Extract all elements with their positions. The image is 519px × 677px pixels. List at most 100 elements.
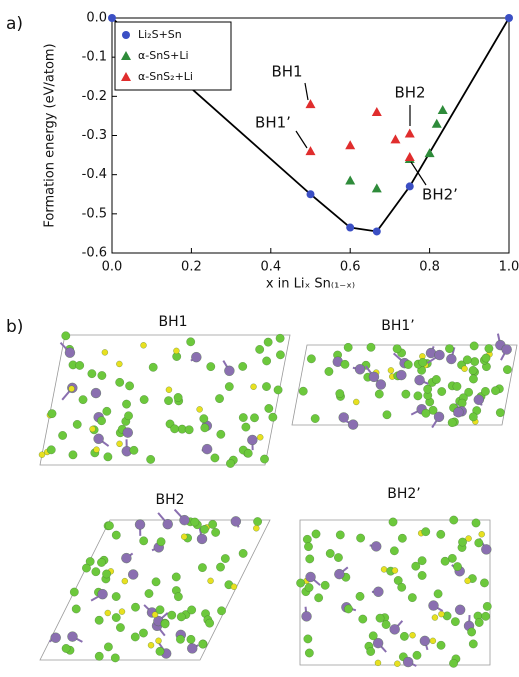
y-tick-label: -0.4 [82,167,107,182]
atom [131,603,139,611]
point [505,14,513,22]
atom [217,430,225,438]
atom [376,380,386,390]
atom [94,447,100,453]
atom [321,581,329,589]
atom [62,332,70,340]
atom [367,343,375,351]
annotation-leader [296,131,307,148]
atom [341,360,349,368]
atom [176,635,184,643]
point [373,227,381,235]
atom [224,366,234,376]
atom [326,549,334,557]
atom [172,573,180,581]
atom [455,605,465,615]
atom [124,412,132,420]
atom [334,569,344,579]
atom [198,563,206,571]
atom [168,611,176,619]
structure-label: BH1’ [381,318,415,334]
atom [47,446,55,454]
atom [51,633,61,643]
atom [104,643,112,651]
atom [117,441,123,447]
atom [396,370,406,380]
atom [97,417,105,425]
y-tick-label: -0.1 [82,50,107,65]
atom [221,554,229,562]
legend-label: α-SnS+Li [138,49,189,62]
atom [325,367,333,375]
atom [304,635,312,643]
x-tick-label: 0.4 [260,260,281,275]
atom [98,371,106,379]
atom [69,386,75,392]
atom [491,386,499,394]
atom [173,348,179,354]
point [405,129,415,138]
atom [418,571,426,579]
atom [211,454,219,462]
y-tick-label: -0.6 [82,246,107,261]
atom [211,528,219,536]
annotation: BH2 [394,84,425,102]
atom [479,531,485,537]
atom [412,562,420,570]
atom [466,536,472,542]
atom [251,384,257,390]
atom [112,592,120,600]
y-tick-label: -0.5 [82,206,107,221]
atom [79,395,87,403]
atom [390,624,400,634]
atom [187,606,195,614]
atom [390,547,398,555]
atom [111,654,119,662]
atom [467,628,475,636]
atom [415,375,425,385]
atom [187,635,195,643]
atom [139,629,147,637]
atom [128,569,138,579]
atom [394,661,400,667]
atom [437,530,445,538]
atom [250,414,258,422]
atom [269,413,277,421]
atom [185,426,193,434]
atom [463,356,471,364]
panel-label: a) [6,14,23,34]
atom [496,408,504,416]
atom [119,609,125,615]
atom [482,354,490,362]
atom [392,568,398,574]
atom [152,578,160,586]
atom [403,657,413,667]
atom [121,553,131,563]
atom [434,590,442,598]
atom [428,601,438,611]
atom [422,409,430,417]
atom [94,434,104,444]
atom [102,349,108,355]
point [307,190,315,198]
atom [156,638,162,644]
atom [348,420,358,430]
atom [426,348,436,358]
atom [116,361,122,367]
x-tick-label: 0.6 [340,260,361,275]
atom [75,361,83,369]
x-axis-label: x in Liₓ Sn₍₁₋ₓ₎ [266,277,355,292]
atom [157,538,165,546]
atom [481,612,489,620]
y-axis-label: Formation energy (eV/atom) [43,43,58,227]
atom [503,365,511,373]
point [438,105,448,114]
atom [485,344,493,352]
atom [393,345,401,353]
atom [239,549,247,557]
atom [260,455,268,463]
atom [156,606,164,614]
atom [115,378,123,386]
atom [205,619,213,627]
atom [438,387,446,395]
